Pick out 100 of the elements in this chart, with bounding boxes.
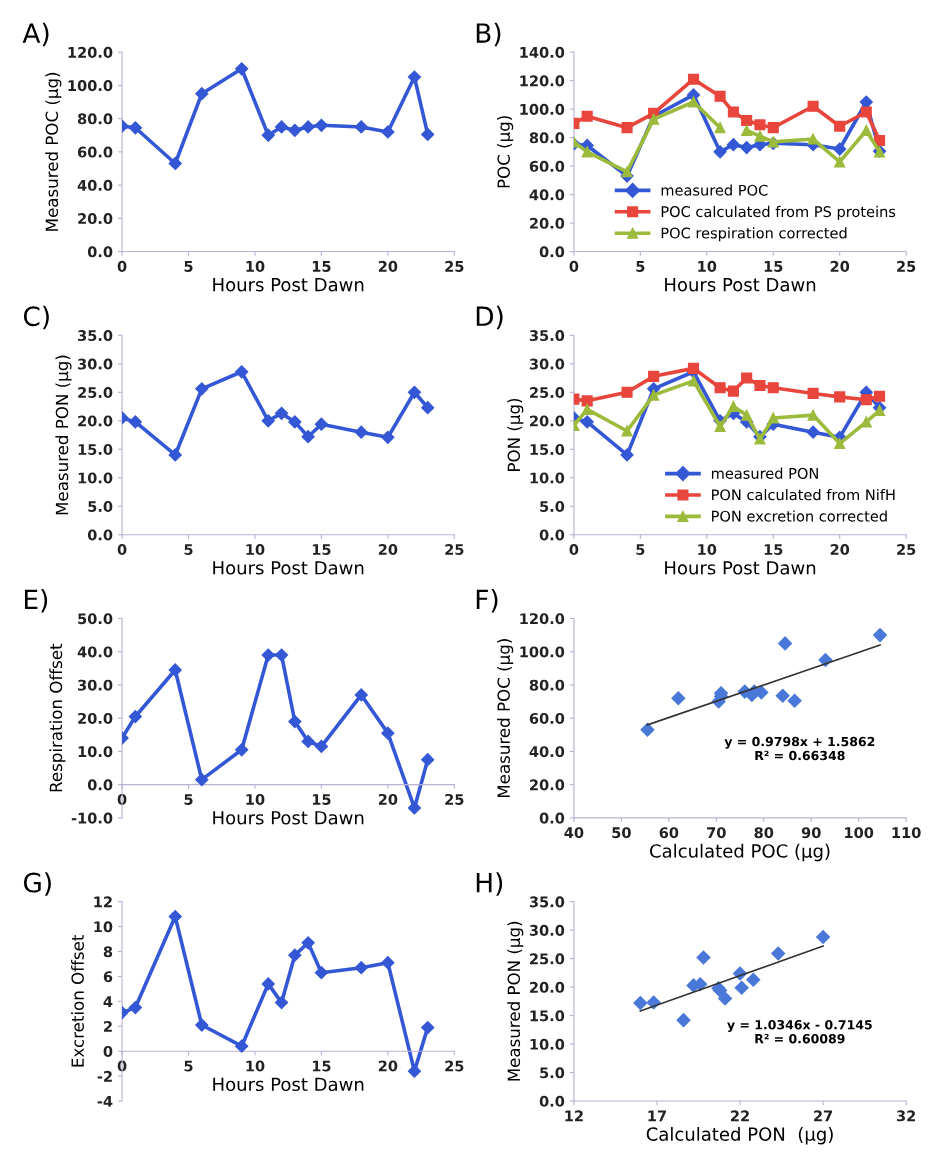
y-tick-label: 4 [103,996,113,1007]
y-tick-label: 10.0 [530,1038,565,1050]
y-tick-label: 40.0 [77,646,113,658]
x-tick-label: 80 [754,827,774,839]
x-tick-label: 50 [612,827,631,839]
y-tick-label: 20.0 [530,415,565,427]
y-tick-label: 140.0 [520,46,565,58]
y-tick-label: 40.0 [77,179,113,191]
y-tick-label: 120.0 [520,613,565,625]
y-tick-label: 20.0 [530,981,565,993]
y-tick-label: 10.0 [78,472,113,484]
x-axis-title: Calculated PON (µg) [646,1126,833,1145]
x-tick-label: 25 [897,260,916,272]
y-tick-label: -2 [97,1070,112,1082]
chart-title: H) [476,872,503,896]
y-tick-label: 0.0 [539,812,565,824]
y-tick-label: 20.0 [530,217,565,229]
y-tick-label: 120.0 [68,46,113,58]
x-tick-label: 27 [814,1110,833,1122]
x-tick-label: 10 [246,1060,265,1072]
annotation: y = 0.9798x + 1.5862 [724,736,875,749]
y-tick-label: 30.0 [529,358,565,370]
x-tick-label: 10 [246,793,265,805]
x-tick-label: 0 [117,1060,127,1072]
x-tick-label: 25 [897,544,916,556]
y-tick-label: 20.0 [78,213,113,225]
x-tick-label: 20 [378,544,398,556]
y-tick-label: 15.0 [530,1010,565,1022]
x-tick-label: 10 [698,260,717,272]
y-tick-label: 10.0 [530,472,565,484]
x-tick-label: 0 [117,260,127,272]
x-tick-label: 15 [312,794,331,805]
y-axis-title: Respiration Offset [49,643,66,792]
y-tick-label: 30.0 [78,679,113,691]
chart-title: C) [23,305,49,330]
x-tick-label: 0 [117,544,127,556]
x-tick-label: 22 [731,1110,749,1122]
y-tick-label: 80.0 [77,113,113,125]
y-tick-label: 20.0 [530,779,565,791]
x-tick-label: 0 [569,260,579,272]
legend-label: PON excretion corrected [712,510,887,522]
x-axis-title: Hours Post Dawn [213,811,364,825]
x-tick-label: 25 [445,544,464,556]
x-axis-title: Hours Post Dawn [665,561,816,575]
y-tick-label: 5.0 [540,500,565,512]
y-tick-label: 0.0 [539,246,565,258]
x-axis-title: Calculated POC (µg) [650,843,830,862]
y-axis-title: Measured PON (µg) [507,921,524,1081]
legend-label: POC calculated from PS proteins [661,205,896,220]
y-tick-label: 100.0 [68,80,113,92]
y-tick-label: 35.0 [529,896,565,908]
x-tick-label: 25 [445,793,464,805]
y-tick-label: 35.0 [529,330,565,342]
legend-label: measured POC [661,184,768,196]
x-tick-label: 20 [830,544,850,556]
x-tick-label: 12 [565,1110,583,1122]
y-tick-label: 30.0 [78,358,113,370]
y-tick-label: 80.0 [529,132,565,144]
x-tick-label: 17 [648,1110,666,1122]
x-tick-label: 0 [117,793,127,805]
y-axis-title: Measured POC (µg) [497,639,514,798]
y-axis-title: POC (µg) [497,116,514,188]
chart-title: D) [476,305,503,330]
legend-label: PON calculated from NifH [712,489,895,501]
y-axis-title: Measured PON (µg) [55,355,72,515]
y-tick-label: 100.0 [520,646,565,658]
x-tick-label: 20 [378,260,398,272]
x-tick-label: 40 [564,827,584,839]
y-tick-label: 6 [103,971,113,983]
y-tick-label: 0.0 [539,1095,565,1107]
y-tick-label: 10.0 [78,746,113,758]
x-axis-title: Hours Post Dawn [665,278,816,292]
x-tick-label: 25 [445,260,464,272]
x-tick-label: 5 [636,261,645,272]
x-tick-label: 70 [707,827,726,839]
x-tick-label: 20 [378,1060,398,1072]
x-axis-title: Hours Post Dawn [213,561,364,575]
y-tick-label: 25.0 [530,387,565,399]
y-tick-label: -4 [97,1095,113,1107]
y-tick-label: 20.0 [78,712,113,724]
y-tick-label: 0 [103,1045,113,1057]
y-tick-label: 25.0 [78,387,113,399]
x-tick-label: 60 [659,827,679,839]
x-tick-label: 110 [892,827,921,839]
y-tick-label: 50.0 [78,613,113,625]
y-tick-label: 20.0 [78,415,113,427]
annotation: y = 1.0346x - 0.7145 [727,1019,872,1032]
y-tick-label: 60.0 [529,712,565,724]
y-tick-label: -10.0 [71,812,113,824]
y-tick-label: 12 [94,896,112,908]
y-tick-label: 60.0 [77,146,113,158]
y-axis-title: Measured POC (µg) [45,72,62,231]
y-tick-label: 120.0 [520,75,565,87]
chart-title: F) [476,588,498,613]
x-tick-label: 15 [764,544,783,556]
x-tick-label: 5 [636,544,645,556]
x-tick-label: 15 [764,261,783,272]
chart-title: E) [24,588,48,613]
x-tick-label: 100 [845,827,874,839]
y-tick-label: 35.0 [78,330,113,342]
